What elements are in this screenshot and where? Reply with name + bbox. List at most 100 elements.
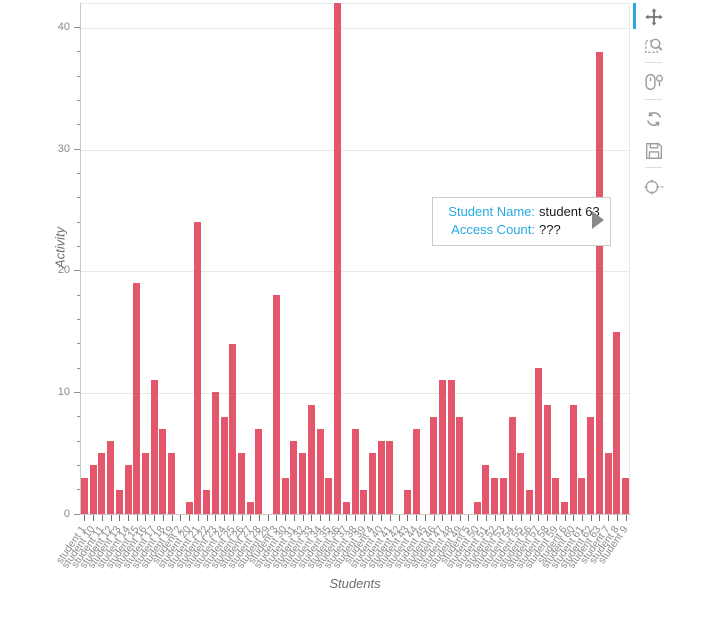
x-major-tick <box>215 515 217 521</box>
bar[interactable] <box>622 477 630 514</box>
x-major-tick <box>424 515 426 521</box>
bar[interactable] <box>499 477 507 514</box>
bar[interactable] <box>508 416 516 514</box>
bar[interactable] <box>360 489 368 514</box>
bar[interactable] <box>552 477 560 514</box>
x-major-tick <box>250 515 252 521</box>
bar[interactable] <box>194 222 202 514</box>
wheel-zoom-tool-button[interactable] <box>642 69 668 95</box>
x-major-tick <box>293 515 295 521</box>
y-major-tick <box>74 513 80 515</box>
bar[interactable] <box>98 453 106 514</box>
pan-tool-button[interactable] <box>642 4 668 30</box>
bar[interactable] <box>368 453 376 514</box>
bar[interactable] <box>578 477 586 514</box>
x-major-tick <box>311 515 313 521</box>
x-major-tick <box>372 515 374 521</box>
x-major-tick <box>189 515 191 521</box>
x-major-tick <box>494 515 496 521</box>
x-major-tick <box>442 515 444 521</box>
bar[interactable] <box>299 453 307 514</box>
x-major-tick <box>302 515 304 521</box>
bar[interactable] <box>342 501 350 514</box>
x-major-tick <box>363 515 365 521</box>
bar[interactable] <box>141 453 149 514</box>
bar[interactable] <box>473 501 481 514</box>
y-minor-tick <box>77 51 80 53</box>
box-zoom-tool-button[interactable] <box>642 33 668 59</box>
bar[interactable] <box>316 428 324 514</box>
y-major-tick <box>74 26 80 28</box>
bar[interactable] <box>561 501 569 514</box>
bar[interactable] <box>272 295 280 514</box>
bar[interactable] <box>150 380 158 514</box>
x-major-tick <box>477 515 479 521</box>
x-major-tick <box>459 515 461 521</box>
x-major-tick <box>485 515 487 521</box>
bar[interactable] <box>115 489 123 514</box>
bar[interactable] <box>377 441 385 514</box>
bar[interactable] <box>133 282 141 514</box>
bar[interactable] <box>351 428 359 514</box>
bar[interactable] <box>604 453 612 514</box>
bar[interactable] <box>403 489 411 514</box>
y-major-tick <box>74 391 80 393</box>
x-major-tick <box>389 515 391 521</box>
bar[interactable] <box>185 501 193 514</box>
active-tool-indicator <box>633 3 636 29</box>
bar[interactable] <box>386 441 394 514</box>
x-major-tick <box>84 515 86 521</box>
x-major-tick <box>285 515 287 521</box>
bar[interactable] <box>482 465 490 514</box>
bar[interactable] <box>447 380 455 514</box>
bar[interactable] <box>412 428 420 514</box>
hover-tool-button[interactable] <box>642 174 668 200</box>
bar[interactable] <box>281 477 289 514</box>
reset-tool-button[interactable] <box>642 106 668 132</box>
x-major-tick <box>93 515 95 521</box>
bar[interactable] <box>334 3 342 514</box>
bar[interactable] <box>255 428 263 514</box>
x-major-tick <box>241 515 243 521</box>
bar[interactable] <box>246 501 254 514</box>
bar[interactable] <box>220 416 228 514</box>
x-major-tick <box>416 515 418 521</box>
tooltip-row: Student Name: student 63 <box>443 203 599 221</box>
x-major-tick <box>581 515 583 521</box>
bar[interactable] <box>168 453 176 514</box>
bar[interactable] <box>159 428 167 514</box>
bar[interactable] <box>587 416 595 514</box>
y-minor-tick <box>77 75 80 77</box>
bar[interactable] <box>229 343 237 514</box>
x-major-tick <box>599 515 601 521</box>
bar[interactable] <box>325 477 333 514</box>
bar[interactable] <box>203 489 211 514</box>
bar[interactable] <box>569 404 577 514</box>
bar[interactable] <box>89 465 97 514</box>
bar[interactable] <box>491 477 499 514</box>
bar[interactable] <box>290 441 298 514</box>
bar[interactable] <box>456 416 464 514</box>
toolbar-separator <box>645 62 662 63</box>
bar[interactable] <box>613 331 621 514</box>
plot-area <box>80 3 630 514</box>
bar[interactable] <box>107 441 115 514</box>
bar[interactable] <box>430 416 438 514</box>
bar[interactable] <box>211 392 219 514</box>
bar[interactable] <box>124 465 132 514</box>
x-major-tick <box>320 515 322 521</box>
bar[interactable] <box>543 404 551 514</box>
bar[interactable] <box>80 477 88 514</box>
x-major-tick <box>433 515 435 521</box>
toolbar-separator <box>645 99 662 100</box>
x-major-tick <box>128 515 130 521</box>
bar[interactable] <box>307 404 315 514</box>
bar[interactable] <box>526 489 534 514</box>
bar[interactable] <box>534 368 542 514</box>
bar-hovered[interactable] <box>595 51 603 514</box>
bar[interactable] <box>517 453 525 514</box>
y-minor-tick <box>77 124 80 126</box>
bar[interactable] <box>238 453 245 514</box>
save-tool-button[interactable] <box>642 138 668 164</box>
bar[interactable] <box>438 380 446 514</box>
